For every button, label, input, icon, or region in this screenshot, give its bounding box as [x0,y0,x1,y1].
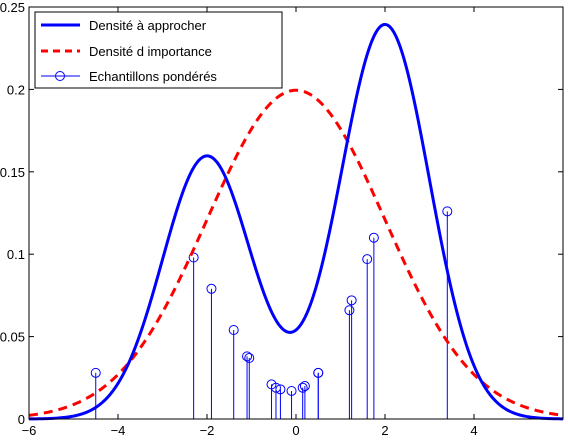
stem-marker [442,206,453,217]
y-tick-label: 0.05 [0,330,25,345]
stem-marker [244,353,255,364]
legend: Densité à approcher Densité d importance… [34,11,283,89]
y-tick-label: 0.1 [7,247,25,262]
stem-marker [368,232,379,243]
stem-marker [346,295,357,306]
x-tick-label: −4 [111,423,126,438]
stem-marker [286,385,297,396]
stem-marker [228,325,239,336]
stem-marker [242,351,253,362]
y-tick-label: 0.25 [0,0,25,15]
target-density-line [28,22,564,421]
curve-series [28,22,564,421]
y-tick-label: 0.2 [7,82,25,97]
stem-marker [188,252,199,263]
x-tick-label: 0 [292,423,299,438]
axis-ticks: −6 −4 −2 0 2 4 0 0.05 0.1 0.15 0.2 0.25 [0,0,563,438]
legend-label-weighted-samples: Echantillons pondérés [89,69,217,84]
importance-density-line [28,88,564,417]
stem-marker [344,305,355,316]
legend-label-target-density: Densité à approcher [89,18,207,33]
x-tick-label: 4 [470,423,477,438]
x-tick-label: −2 [200,423,215,438]
stem-marker [206,283,217,294]
stem-marker [275,384,286,395]
x-tick-label: 2 [381,423,388,438]
y-tick-label: 0 [18,412,25,427]
stem-marker [90,367,101,378]
stem-marker [362,254,373,265]
legend-marker-weighted-samples [55,71,65,81]
stem-marker [299,381,310,392]
y-tick-label: 0.15 [0,165,25,180]
stem-marker [313,367,324,378]
legend-label-importance-density: Densité d importance [89,44,212,59]
stem-marker [270,382,281,393]
x-tick-label: −6 [22,423,37,438]
stem-series [90,206,453,419]
stem-marker [297,382,308,393]
